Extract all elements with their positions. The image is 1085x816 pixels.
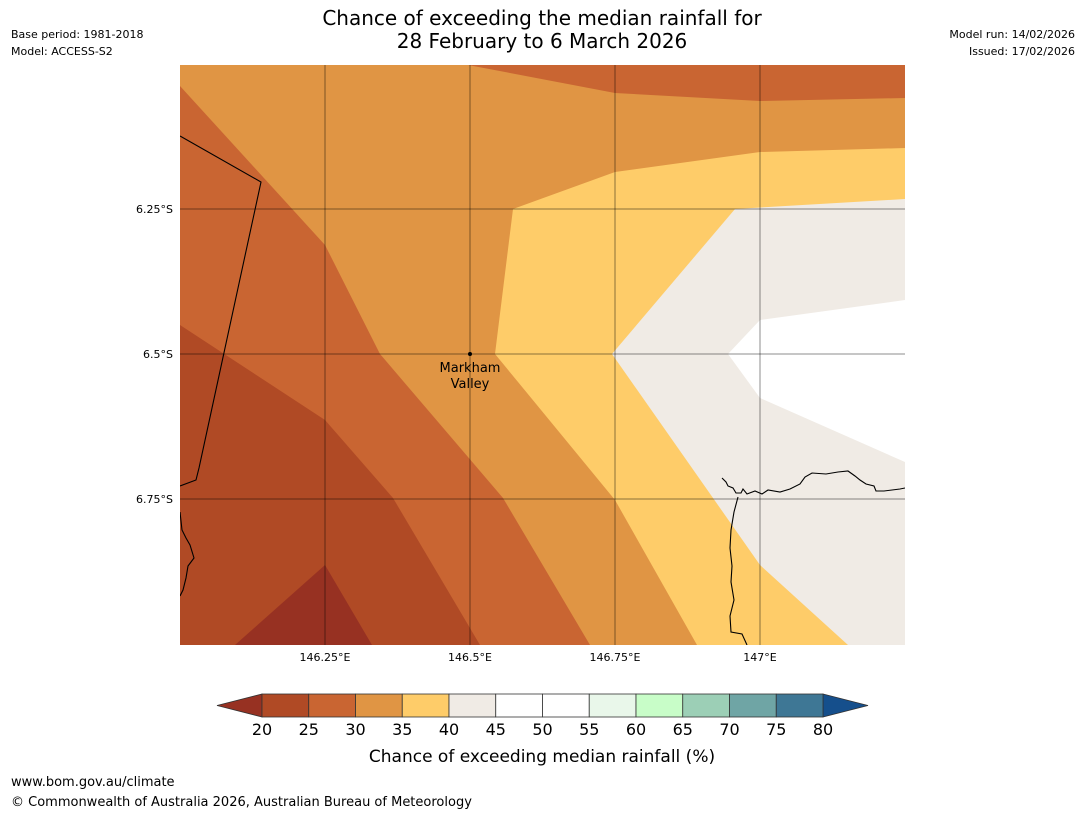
band-20-25 [180, 325, 480, 645]
colorbar-high-extend [822, 693, 869, 718]
colorbar-segment [355, 693, 403, 718]
footer-copyright: © Commonwealth of Australia 2026, Austra… [11, 795, 472, 810]
colorbar-segment [588, 693, 637, 718]
base-period-text: Base period: 1981-2018 [11, 28, 144, 41]
model-text: Model: ACCESS-S2 [11, 45, 113, 58]
footer-url[interactable]: www.bom.gov.au/climate [11, 775, 175, 790]
colorbar-segment [775, 693, 824, 718]
meta-right: Model run: 14/02/2026 Issued: 17/02/2026 [949, 26, 1075, 60]
colorbar-low-extend [216, 693, 263, 718]
chart-title: Chance of exceeding the median rainfall … [242, 7, 842, 53]
lon-axis-labels: 146.25°E 146.5°E 146.75°E 147°E [300, 651, 777, 664]
lat-axis-labels: 6.25°S 6.5°S 6.75°S [136, 203, 173, 506]
map-area: Markham Valley [180, 65, 905, 645]
colorbar-tick-label: 20 [252, 720, 272, 739]
colorbar-tick-label: 70 [719, 720, 739, 739]
colorbar-tick-label: 40 [439, 720, 459, 739]
colorbar-segments [261, 693, 824, 718]
colorbar: 20 25 30 35 40 45 50 55 60 65 70 75 80 Chance of exc… [216, 693, 869, 767]
colorbar-tick-label: 50 [532, 720, 552, 739]
colorbar-segment [682, 693, 730, 718]
colorbar-segment [448, 693, 497, 718]
colorbar-segment [542, 693, 590, 718]
title-line-1: Chance of exceeding the median rainfall … [322, 6, 762, 30]
colorbar-segment [401, 693, 450, 718]
coastlines [180, 135, 905, 645]
colorbar-segment [729, 693, 777, 718]
colorbar-tick-label: 65 [673, 720, 693, 739]
title-line-2: 28 February to 6 March 2026 [396, 29, 688, 53]
lon-label: 147°E [743, 651, 776, 664]
border-line [180, 135, 262, 487]
location-marker [468, 352, 472, 356]
colorbar-tick-label: 80 [813, 720, 833, 739]
location-label-line-1: Markham [440, 361, 501, 376]
colorbar-tick-label: 45 [486, 720, 506, 739]
location-label-line-2: Valley [451, 377, 490, 392]
lat-label: 6.75°S [136, 493, 173, 506]
lon-label: 146.75°E [590, 651, 641, 664]
band-25-30-top [468, 65, 905, 101]
colorbar-tick-label: 30 [345, 720, 365, 739]
colorbar-tick-label: 75 [766, 720, 786, 739]
east-coastline [729, 496, 748, 645]
colorbar-tick-label: 35 [392, 720, 412, 739]
gridlines [180, 65, 905, 645]
colorbar-segment [635, 693, 684, 718]
meta-left: Base period: 1981-2018 Model: ACCESS-S2 [11, 26, 143, 60]
lat-label: 6.5°S [143, 348, 173, 361]
lon-label: 146.5°E [448, 651, 492, 664]
band-below-20 [235, 565, 372, 645]
colorbar-tick-label: 60 [626, 720, 646, 739]
colorbar-label: Chance of exceeding median rainfall (%) [369, 747, 715, 767]
lat-label: 6.25°S [136, 203, 173, 216]
colorbar-tick-label: 25 [299, 720, 319, 739]
colorbar-segment [308, 693, 356, 718]
colorbar-ticks: 20 25 30 35 40 45 50 55 60 65 70 75 80 [252, 720, 833, 739]
colorbar-segment [261, 693, 310, 718]
model-run-text: Model run: 14/02/2026 [949, 28, 1075, 41]
band-45-55 [728, 300, 905, 462]
colorbar-segment [495, 693, 543, 718]
issued-text: Issued: 17/02/2026 [968, 45, 1075, 58]
huon-gulf-coastline [721, 470, 905, 495]
lon-label: 146.25°E [300, 651, 351, 664]
west-coastline [180, 511, 195, 597]
colorbar-tick-label: 55 [579, 720, 599, 739]
